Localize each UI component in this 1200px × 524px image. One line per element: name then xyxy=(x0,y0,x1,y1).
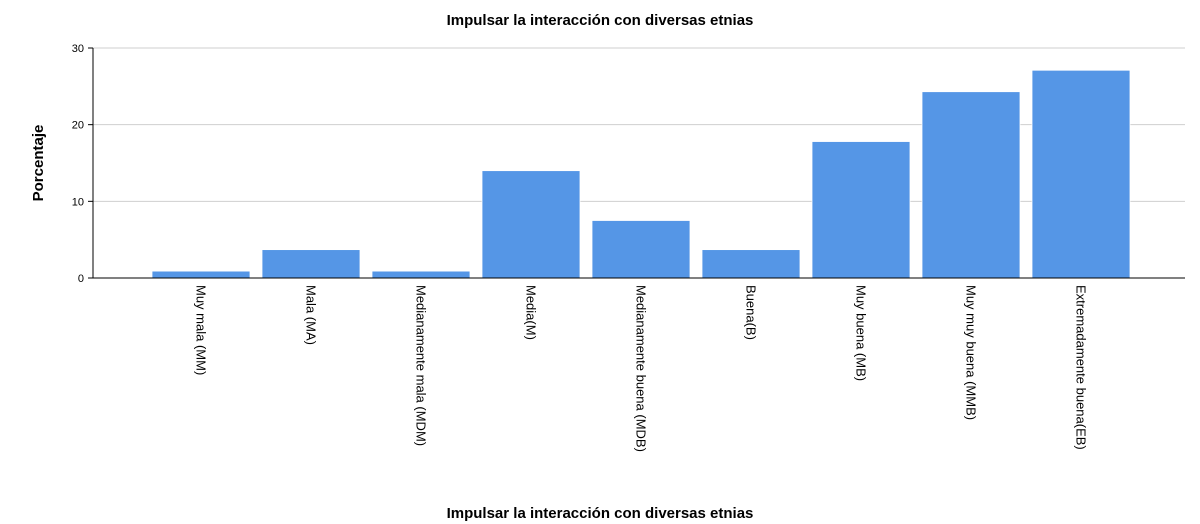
x-category-label: Extremadamente buena(EB) xyxy=(1074,285,1089,450)
bar xyxy=(481,170,581,279)
bar xyxy=(701,249,801,279)
x-category-label: Medianamente buena (MDB) xyxy=(634,285,649,452)
bar xyxy=(811,141,911,279)
bar xyxy=(1031,69,1131,279)
y-tick-label: 10 xyxy=(72,196,84,208)
y-tick-label: 30 xyxy=(72,43,84,55)
x-category-label: Medianamente mala (MDM) xyxy=(414,285,429,446)
x-category-label: Mala (MA) xyxy=(304,285,319,345)
bar xyxy=(261,249,361,279)
x-category-label: Muy buena (MB) xyxy=(854,285,869,381)
x-category-label: Media(M) xyxy=(524,285,539,340)
x-category-label: Muy mala (MM) xyxy=(194,285,209,375)
y-axis-ticks: 0 10 20 30 xyxy=(72,43,93,285)
gridlines xyxy=(93,47,1185,202)
x-axis-label: Impulsar la interacción con diversas etn… xyxy=(447,505,754,522)
bars xyxy=(151,69,1131,279)
y-tick-label: 20 xyxy=(72,120,84,132)
bar xyxy=(921,91,1021,279)
bar xyxy=(371,270,471,279)
chart-title: Impulsar la interacción con diversas etn… xyxy=(447,12,754,29)
x-axis-categories: Muy mala (MM) Mala (MA) Medianamente mala … xyxy=(194,285,1089,452)
bar xyxy=(591,220,691,279)
bar xyxy=(151,270,251,279)
y-axis-label: Porcentaje xyxy=(30,125,47,202)
y-tick-label: 0 xyxy=(78,273,84,285)
x-category-label: Buena(B) xyxy=(744,285,759,340)
x-category-label: Muy muy buena (MMB) xyxy=(964,285,979,420)
